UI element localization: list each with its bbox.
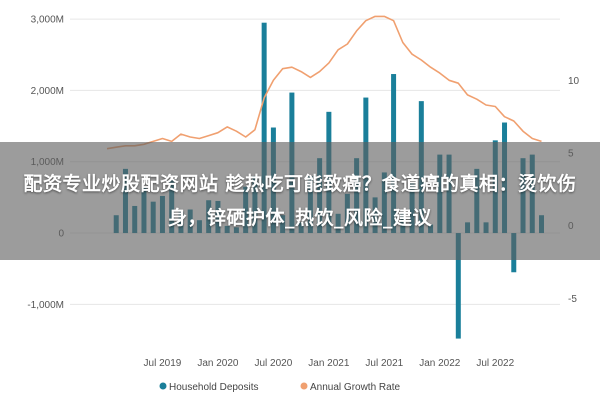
x-tick-label: Jul 2022 [476,358,514,369]
x-tick-label: Jul 2020 [254,358,292,369]
y-right-tick-label: -5 [568,294,577,305]
x-tick-label: Jan 2020 [197,358,239,369]
y-left-tick-label: 3,000M [31,15,64,26]
legend-marker-annual-growth-rate [300,382,308,390]
growth-rate-line [106,15,542,150]
x-tick-label: Jul 2021 [365,358,403,369]
x-tick-label: Jan 2021 [308,358,350,369]
legend-marker-household-deposits [159,382,167,390]
bar [455,233,461,339]
legend-label-household-deposits: Household Deposits [169,382,259,393]
x-axis: Jul 2019 Jan 2020 Jul 2020 Jan 2021 Jul 2021… [144,358,515,369]
legend: Household Deposits Annual Growth Rate [159,382,400,393]
x-tick-label: Jul 2019 [144,358,182,369]
legend-label-annual-growth-rate: Annual Growth Rate [310,382,400,393]
bar [261,22,267,234]
line-series-annual-growth-rate [106,15,542,150]
y-left-tick-label: -1,000M [27,300,64,311]
y-left-tick-label: 2,000M [31,86,64,97]
x-tick-label: Jan 2022 [419,358,461,369]
y-right-tick-label: 10 [568,76,580,87]
article-title: 配资专业炒股配资网站 趁热吃可能致癌？食道癌的真相：烫饮伤身，锌硒护体_热饮_风… [23,173,577,229]
title-banner: 配资专业炒股配资网站 趁热吃可能致癌？食道癌的真相：烫饮伤身，锌硒护体_热饮_风… [0,142,600,260]
